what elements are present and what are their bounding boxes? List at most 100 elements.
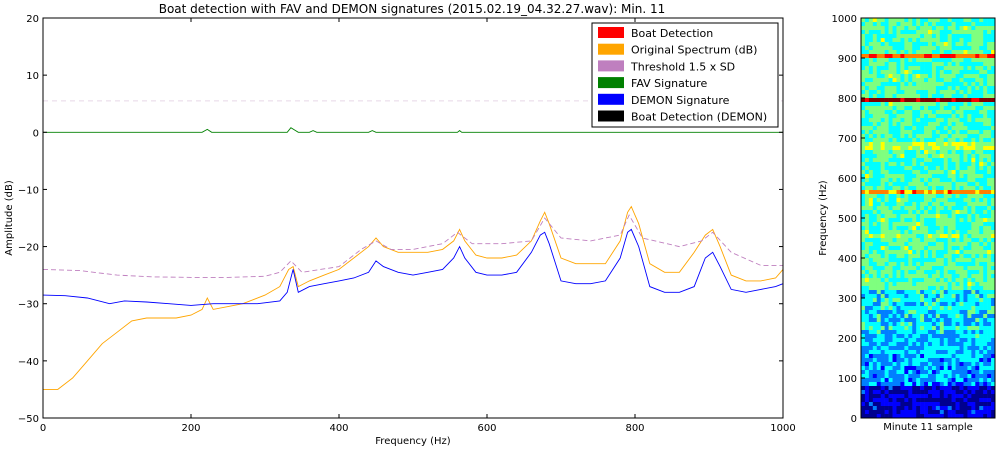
spectrogram-cell <box>951 46 956 51</box>
spectrogram-cell <box>947 142 952 147</box>
spectrogram-cell <box>900 166 905 171</box>
spectrogram-cell <box>951 394 956 399</box>
spectrogram-cell <box>904 354 909 359</box>
spectrogram-cell <box>900 282 905 287</box>
spectrogram-cell <box>959 338 964 343</box>
spectrogram-cell <box>987 50 992 55</box>
spectrogram-cell <box>900 310 905 315</box>
spectrogram-cell <box>912 246 917 251</box>
spectrogram-cell <box>916 310 921 315</box>
spectrogram-cell <box>971 294 976 299</box>
spectrogram-cell <box>967 182 972 187</box>
spectrogram-cell <box>876 150 881 155</box>
spectrogram-cell <box>916 314 921 319</box>
spectrogram-cell <box>935 378 941 383</box>
spectrogram-cell <box>884 330 889 335</box>
spectrogram-cell <box>951 250 956 255</box>
spectrogram-cell <box>947 262 952 267</box>
spectrogram-cell <box>868 78 874 83</box>
spectrogram-cell <box>987 86 992 91</box>
spectrogram-cell <box>983 238 988 243</box>
spectrogram-cell <box>983 386 988 391</box>
spectrogram-cell <box>896 90 901 95</box>
spectrogram-cell <box>991 282 996 287</box>
spectrogram-cell <box>896 98 901 103</box>
spectrogram-cell <box>861 326 866 331</box>
spectrogram-cell <box>876 102 881 107</box>
spectrogram-cell <box>943 358 948 363</box>
spectrogram-cell <box>908 174 913 179</box>
spectrogram-cell <box>872 294 878 299</box>
spectrogram-cell <box>939 86 945 91</box>
spectrogram-cell <box>868 242 874 247</box>
spectrogram-cell <box>987 234 992 239</box>
spectrogram-cell <box>939 354 945 359</box>
spectrogram-cell <box>979 382 984 387</box>
spectrogram-cell <box>912 122 917 127</box>
spectrogram-cell <box>947 318 952 323</box>
spectrogram-cell <box>959 406 964 411</box>
spectrogram-cell <box>959 170 964 175</box>
spectrogram-cell <box>861 370 866 375</box>
spectrogram-cell <box>880 102 885 107</box>
spectrogram-cell <box>916 78 921 83</box>
spectrogram-cell <box>916 86 921 91</box>
spectrogram-cell <box>864 262 870 267</box>
spectrogram-cell <box>920 314 925 319</box>
spectrogram-cell <box>908 274 913 279</box>
spectrogram-cell <box>908 110 913 115</box>
spectrogram-cell <box>955 34 960 39</box>
spectrogram-cell <box>872 94 878 99</box>
spectrogram-cell <box>931 202 937 207</box>
spectrogram-cell <box>912 118 917 123</box>
spectrogram-cell <box>920 350 925 355</box>
spectrogram-cell <box>924 286 929 291</box>
spectrogram-cell <box>987 406 992 411</box>
spectrogram-cell <box>928 278 933 283</box>
spectrogram-cell <box>935 370 941 375</box>
spectrogram-cell <box>864 102 870 107</box>
spectrogram-cell <box>947 246 952 251</box>
spectrogram-cell <box>943 258 948 263</box>
spectrogram-cell <box>963 230 968 235</box>
spectrogram-cell <box>991 90 996 95</box>
spectrogram-cell <box>935 210 941 215</box>
spectrogram-cell <box>955 262 960 267</box>
spectrogram-cell <box>904 410 909 415</box>
spectrogram-cell <box>939 162 945 167</box>
spectrogram-cell <box>884 50 889 55</box>
spectrogram-cell <box>963 54 968 59</box>
spectrogram-cell <box>943 90 948 95</box>
spectrogram-cell <box>924 46 929 51</box>
spectrogram-cell <box>900 334 905 339</box>
spectrogram-cell <box>928 370 933 375</box>
spectrogram-cell <box>872 118 878 123</box>
spectrogram-cell <box>991 230 996 235</box>
spectrogram-cell <box>987 74 992 79</box>
spectrogram-cell <box>876 98 881 103</box>
spectrogram-cell <box>991 46 996 51</box>
spectrogram-cell <box>880 342 885 347</box>
spectrogram-cell <box>904 26 909 31</box>
spectrogram-cell <box>908 122 913 127</box>
spectrogram-cell <box>979 126 984 131</box>
spectrogram-cell <box>963 398 968 403</box>
spectrogram-cell <box>987 90 992 95</box>
spectrogram-cell <box>908 190 913 195</box>
spectrogram-cell <box>963 406 968 411</box>
spectrogram-cell <box>861 26 866 31</box>
spectrogram-cell <box>896 286 901 291</box>
spectrogram-cell <box>967 90 972 95</box>
spectrogram-cell <box>935 290 941 295</box>
spectrogram-cell <box>896 290 901 295</box>
spectrogram-cell <box>864 202 870 207</box>
spectrogram-cell <box>931 402 937 407</box>
spectrogram-cell <box>928 274 933 279</box>
spectrogram-cell <box>864 150 870 155</box>
spectrogram-cell <box>880 166 885 171</box>
spectrogram-cell <box>908 170 913 175</box>
spectrogram-cell <box>939 82 945 87</box>
spectrogram-cell <box>884 274 889 279</box>
spectrogram-cell <box>908 42 913 47</box>
spectrogram-cell <box>939 362 945 367</box>
